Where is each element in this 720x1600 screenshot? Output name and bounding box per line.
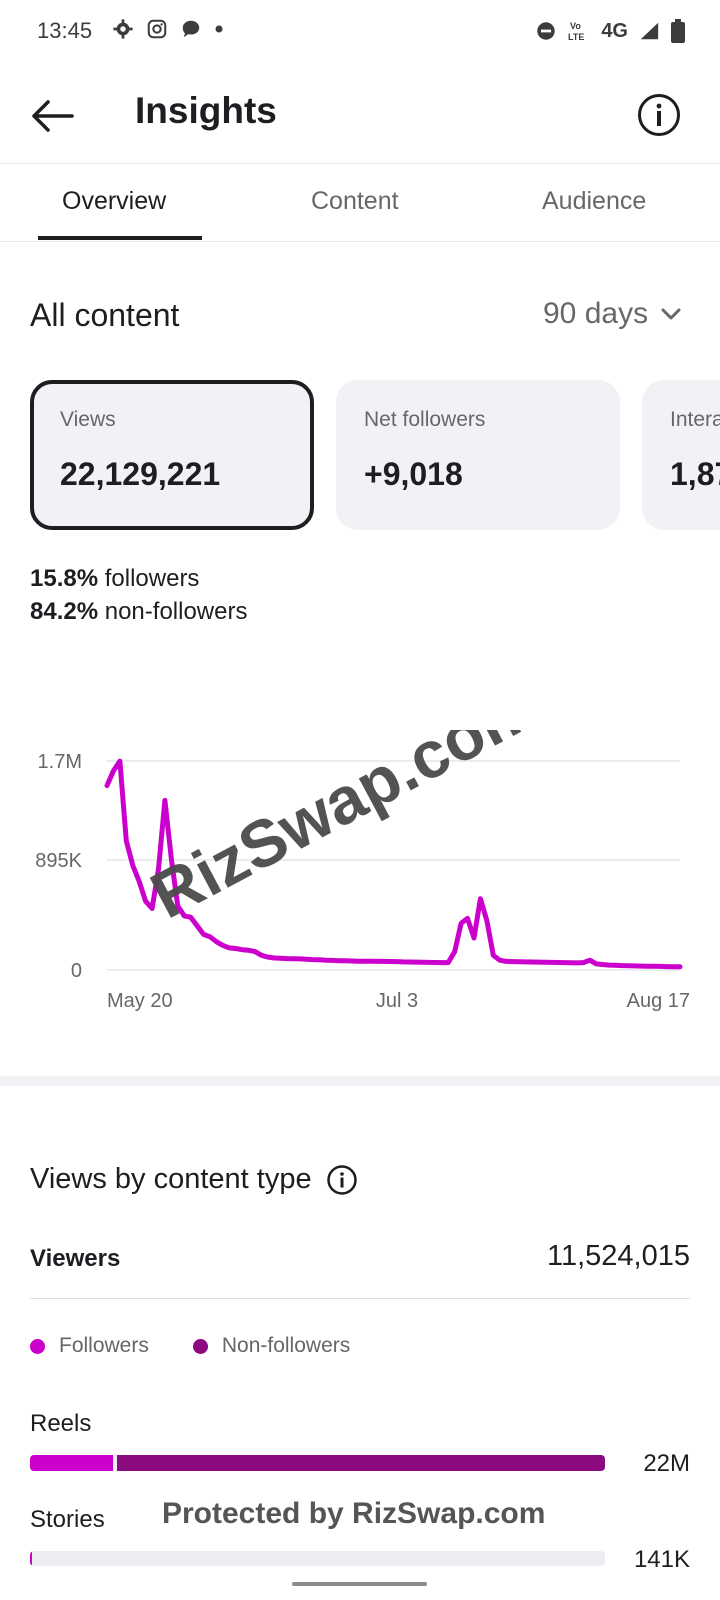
svg-text:LTE: LTE [568,32,584,42]
watermark-text: Protected by RizSwap.com [162,1497,546,1530]
stories-bar[interactable] [30,1551,605,1566]
x-tick-label: May 20 [107,990,173,1012]
reels-value: 22M [643,1450,690,1477]
info-icon[interactable] [636,92,682,138]
network-type: 4G [601,19,628,42]
legend-followers: Followers [30,1334,149,1358]
active-tab-indicator [38,236,202,240]
reels-nonfollowers-segment [116,1455,605,1471]
views-series-line[interactable] [104,758,683,970]
signal-icon [640,22,659,40]
content-type-legend: Followers Non-followers [30,1334,350,1358]
nonfollowers-percent: 84.2% [30,598,99,625]
arrow-left-icon[interactable] [28,92,76,140]
volte-icon: Vo LTE [568,21,584,42]
divider [30,1298,690,1299]
legend-dot [30,1338,45,1354]
followers-label: followers [104,565,200,592]
chevron-down-icon [661,308,681,320]
chat-bubble-icon [182,20,200,38]
battery-icon [671,19,685,43]
stories-followers-segment [30,1551,33,1566]
metric-label: Net followers [364,408,486,431]
date-range-value: 90 days [543,297,649,330]
notification-dot-icon [215,25,223,33]
nonfollowers-label: non-followers [104,598,248,625]
viewers-value: 11,524,015 [547,1240,690,1272]
y-tick-label: 1.7M [38,751,82,773]
tab-audience[interactable]: Audience [542,187,647,215]
status-bar: 13:45 Vo LTE 4G [0,0,720,62]
y-tick-label: 895K [35,850,82,872]
reels-followers-segment [30,1455,113,1471]
legend-label: Followers [59,1334,149,1357]
page-title: Insights [135,90,277,131]
instagram-icon [147,19,167,39]
stories-value: 141K [633,1546,690,1573]
metric-value: 22,129,221 [60,456,221,492]
x-tick-label: Jul 3 [376,990,418,1012]
section-divider [0,1076,720,1086]
home-indicator[interactable] [292,1582,427,1586]
date-range-dropdown[interactable]: 90 days [543,297,682,331]
info-icon[interactable] [326,1164,358,1196]
settings-gear-icon [113,19,133,39]
metric-card-net-followers[interactable]: Net followers +9,018 [336,380,620,530]
content-type-label-stories: Stories [30,1506,105,1533]
metric-value: +9,018 [364,456,463,492]
views-breakdown: 15.8% followers 84.2% non-followers [30,562,247,628]
tab-bar: Overview Content Audience [0,165,720,242]
legend-dot [192,1338,208,1354]
metric-cards: Views 22,129,221 Net followers +9,018 In… [0,380,720,532]
status-time: 13:45 [37,18,93,43]
metric-card-views[interactable]: Views 22,129,221 [30,380,314,530]
svg-text:Vo: Vo [570,21,581,31]
section-title: All content [30,297,180,333]
metric-label: Interactions [670,408,720,431]
views-by-content-type-title: Views by content type [30,1163,358,1196]
x-tick-label: Aug 17 [627,990,690,1012]
do-not-disturb-icon [537,22,556,40]
content-type-label-reels: Reels [30,1410,92,1437]
app-header: Insights [0,70,720,164]
metric-label: Views [60,408,116,431]
views-by-content-type-label: Views by content type [30,1163,312,1195]
metric-value: 1,87 [670,456,720,492]
followers-percent: 15.8% [30,565,99,592]
legend-label: Non-followers [221,1334,351,1357]
metric-card-interactions[interactable]: Interactions 1,87 [642,380,720,530]
legend-nonfollowers: Non-followers [192,1334,351,1358]
y-tick-label: 0 [71,960,82,982]
reels-bar[interactable] [30,1455,605,1471]
tab-content[interactable]: Content [311,187,399,215]
viewers-label: Viewers [30,1245,121,1272]
tab-overview[interactable]: Overview [62,187,167,215]
